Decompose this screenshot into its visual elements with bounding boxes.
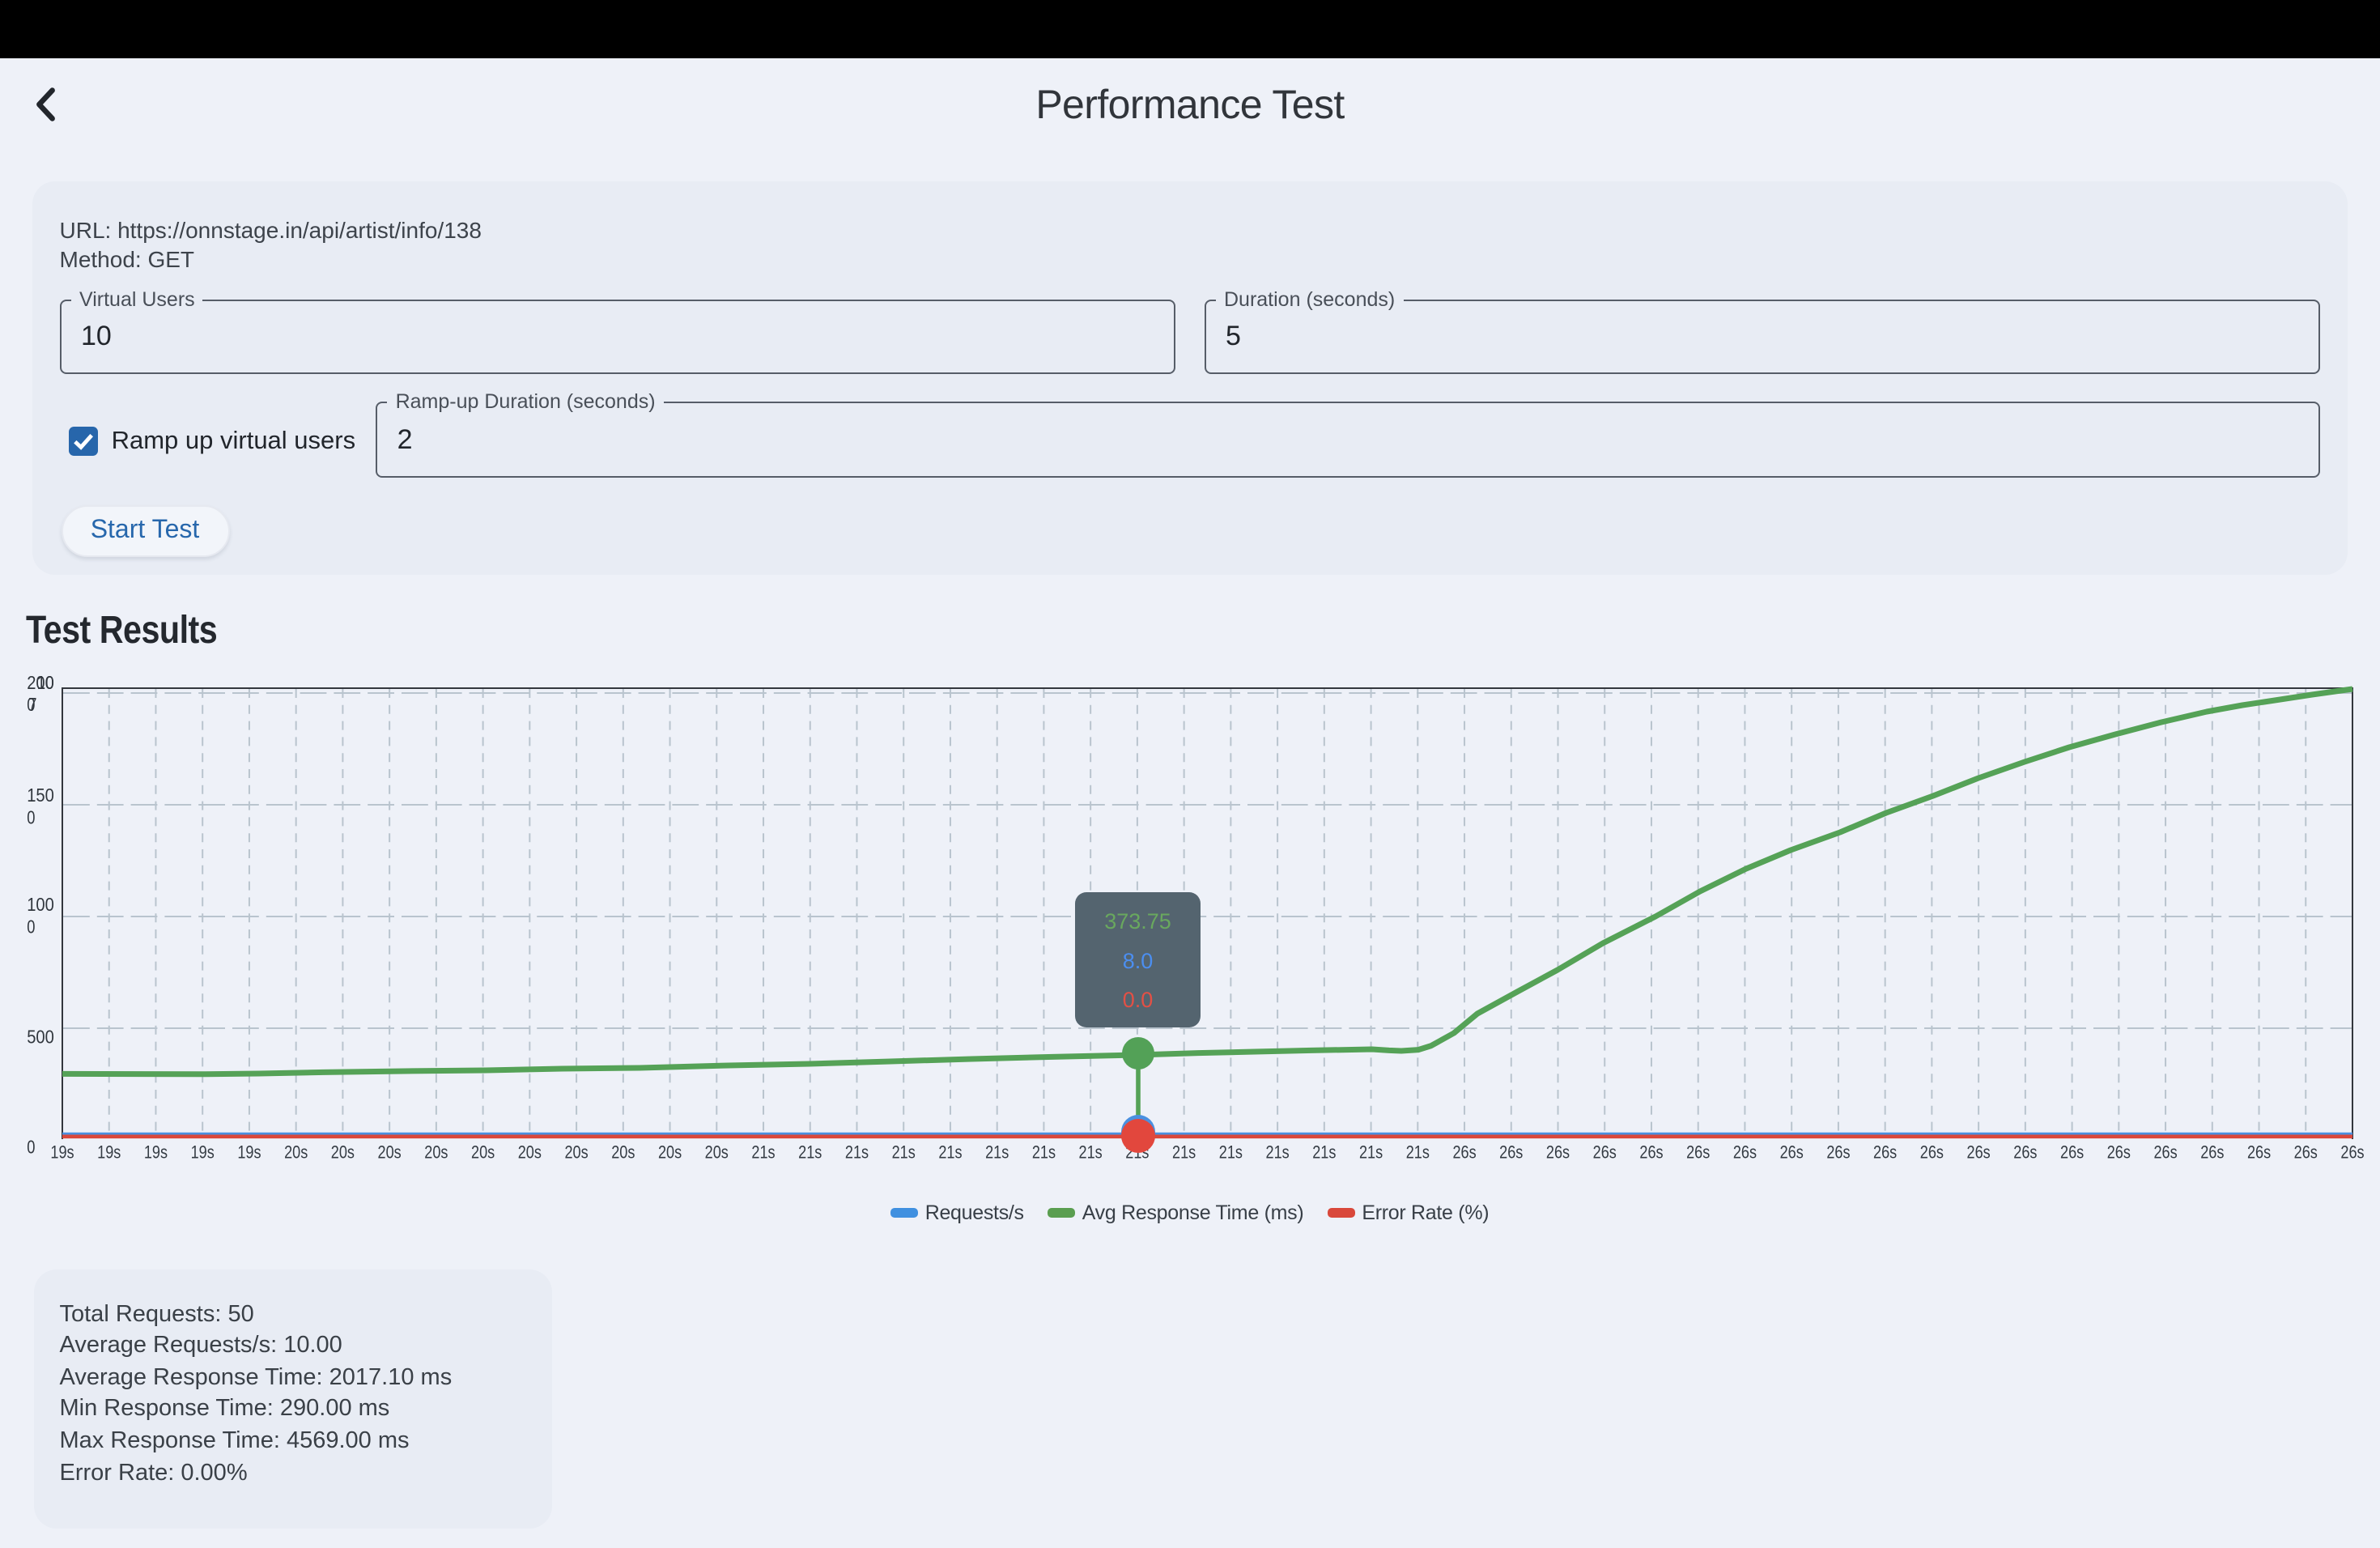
svg-text:0: 0 xyxy=(27,916,35,938)
svg-text:19s: 19s xyxy=(97,1142,121,1163)
svg-text:26s: 26s xyxy=(1920,1142,1944,1163)
svg-text:26s: 26s xyxy=(1686,1142,1710,1163)
svg-text:21s: 21s xyxy=(1312,1142,1336,1163)
svg-text:26s: 26s xyxy=(2294,1142,2318,1163)
svg-text:0: 0 xyxy=(27,806,35,827)
svg-text:20s: 20s xyxy=(611,1142,635,1163)
svg-text:26s: 26s xyxy=(2153,1142,2177,1163)
svg-text:26s: 26s xyxy=(2340,1142,2364,1163)
svg-text:19s: 19s xyxy=(144,1142,168,1163)
svg-text:20s: 20s xyxy=(284,1142,308,1163)
svg-text:21s: 21s xyxy=(798,1142,822,1163)
svg-text:21s: 21s xyxy=(1032,1142,1056,1163)
svg-text:21s: 21s xyxy=(751,1142,775,1163)
svg-text:21s: 21s xyxy=(985,1142,1009,1163)
svg-text:100: 100 xyxy=(27,894,54,915)
svg-text:7: 7 xyxy=(28,694,36,715)
svg-text:19s: 19s xyxy=(237,1142,261,1163)
svg-text:26s: 26s xyxy=(2200,1142,2224,1163)
svg-text:21s: 21s xyxy=(892,1142,916,1163)
svg-text:0.0: 0.0 xyxy=(1123,988,1154,1012)
svg-text:26s: 26s xyxy=(1733,1142,1757,1163)
svg-text:26s: 26s xyxy=(1967,1142,1991,1163)
svg-text:21s: 21s xyxy=(1219,1142,1243,1163)
svg-text:26s: 26s xyxy=(1499,1142,1523,1163)
svg-text:21s: 21s xyxy=(1266,1142,1290,1163)
svg-text:20s: 20s xyxy=(331,1142,355,1163)
svg-text:26s: 26s xyxy=(1546,1142,1570,1163)
svg-text:19s: 19s xyxy=(191,1142,215,1163)
svg-text:20s: 20s xyxy=(564,1142,588,1163)
svg-text:26s: 26s xyxy=(1873,1142,1897,1163)
svg-text:19s: 19s xyxy=(50,1142,74,1163)
svg-text:26s: 26s xyxy=(1780,1142,1804,1163)
svg-text:20s: 20s xyxy=(378,1142,402,1163)
svg-text:26s: 26s xyxy=(2247,1142,2271,1163)
svg-text:0: 0 xyxy=(27,694,35,715)
svg-text:20s: 20s xyxy=(705,1142,729,1163)
svg-text:26s: 26s xyxy=(1452,1142,1476,1163)
svg-text:21s: 21s xyxy=(938,1142,962,1163)
svg-text:20s: 20s xyxy=(471,1142,495,1163)
svg-text:20s: 20s xyxy=(658,1142,682,1163)
svg-text:200: 200 xyxy=(27,672,54,693)
svg-text:26s: 26s xyxy=(2060,1142,2084,1163)
svg-text:373.75: 373.75 xyxy=(1104,909,1171,933)
svg-text:21s: 21s xyxy=(845,1142,869,1163)
svg-text:0: 0 xyxy=(27,1137,35,1158)
svg-text:150: 150 xyxy=(27,785,54,806)
svg-text:20s: 20s xyxy=(518,1142,542,1163)
svg-text:20s: 20s xyxy=(424,1142,448,1163)
svg-text:21s: 21s xyxy=(1359,1142,1383,1163)
svg-text:10: 10 xyxy=(37,672,54,693)
svg-text:21s: 21s xyxy=(1079,1142,1103,1163)
svg-text:26s: 26s xyxy=(2013,1142,2037,1163)
svg-text:21s: 21s xyxy=(1406,1142,1430,1163)
svg-text:26s: 26s xyxy=(1639,1142,1663,1163)
svg-text:26s: 26s xyxy=(1826,1142,1850,1163)
svg-text:8.0: 8.0 xyxy=(1123,949,1154,973)
svg-text:500: 500 xyxy=(27,1027,54,1048)
svg-text:26s: 26s xyxy=(1593,1142,1617,1163)
svg-text:26s: 26s xyxy=(2107,1142,2131,1163)
svg-text:21s: 21s xyxy=(1172,1142,1196,1163)
